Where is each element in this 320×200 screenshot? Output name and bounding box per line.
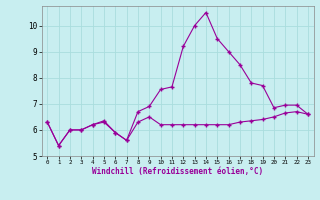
X-axis label: Windchill (Refroidissement éolien,°C): Windchill (Refroidissement éolien,°C) xyxy=(92,167,263,176)
